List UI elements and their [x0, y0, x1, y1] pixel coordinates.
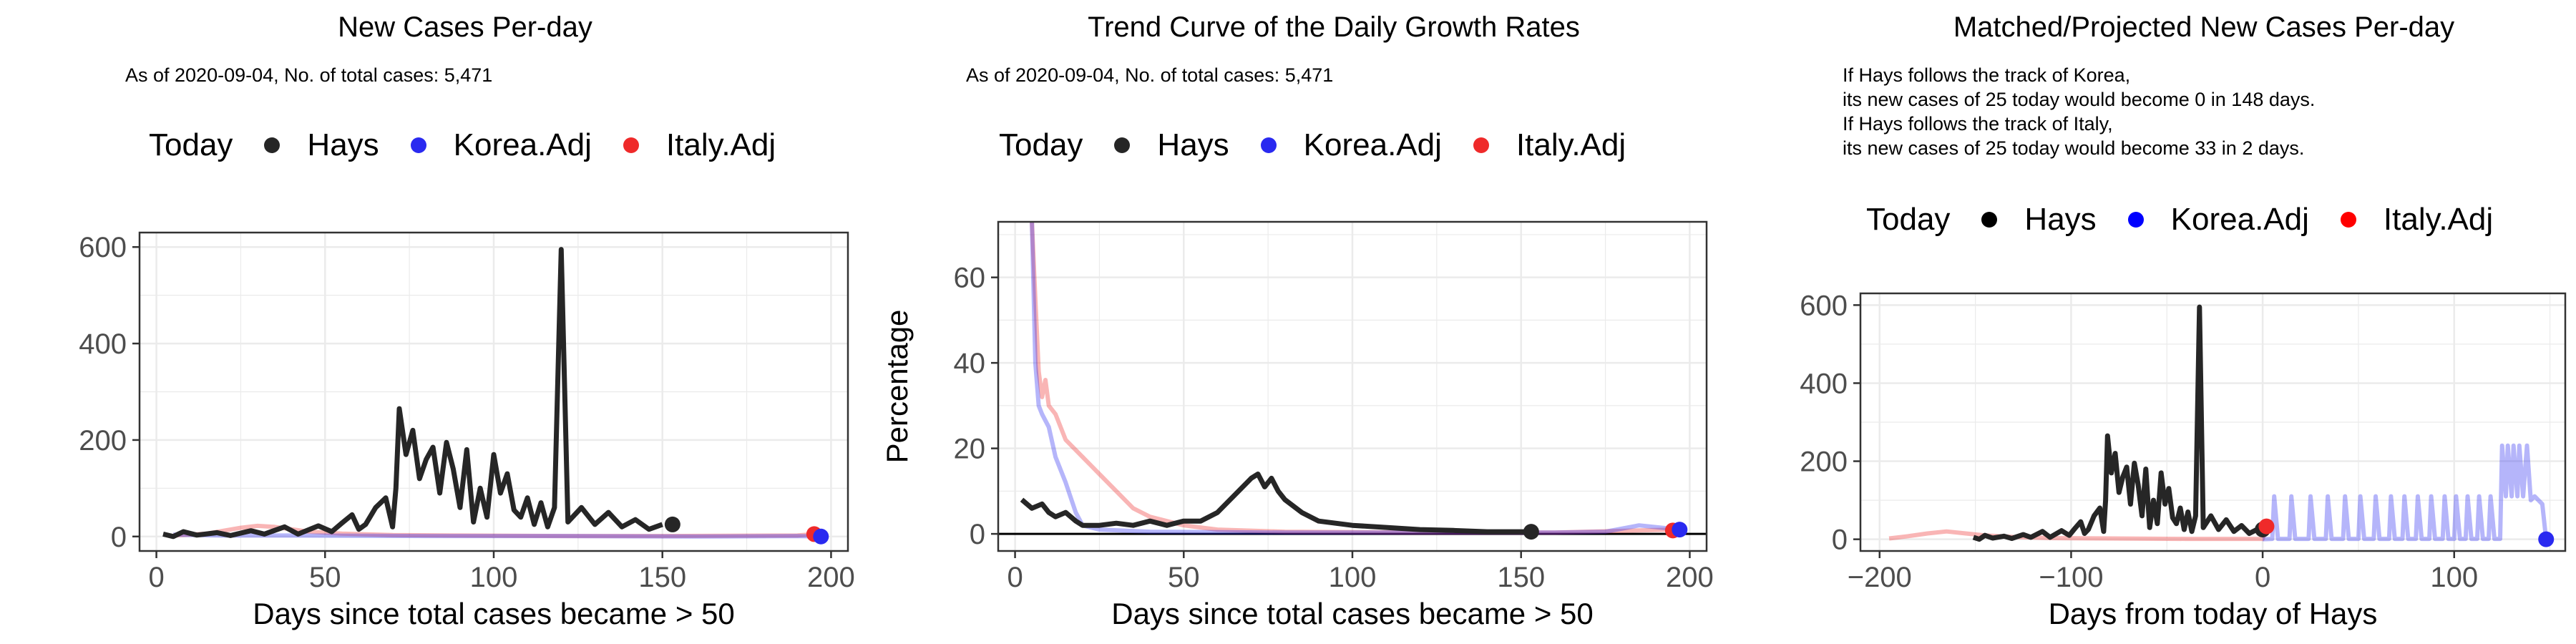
x-axis-label: Days since total cases became > 50 — [253, 597, 735, 630]
chart-projected-cases: −200 −100 0 100 0 200 400 600 Days from today of… — [1800, 290, 2567, 630]
chart-subtitle-line-2: its new cases of 25 today would become 0… — [1843, 89, 2316, 110]
x-tick-label: −200 — [1848, 562, 1912, 593]
y-tick-label: 40 — [954, 348, 986, 379]
chart-subtitle-line-4: its new cases of 25 today would become 3… — [1843, 137, 2305, 159]
legend: Today Hays Korea.Adj Italy.Adj — [999, 127, 1626, 163]
legend-label-italy: Italy.Adj — [1516, 127, 1626, 162]
chart-title: New Cases Per-day — [338, 11, 592, 43]
series-group — [1888, 304, 2549, 542]
series-line-italy-adj — [172, 523, 815, 539]
x-tick-label: 150 — [638, 562, 686, 593]
x-tick-label: −100 — [2039, 562, 2103, 593]
panel-new-cases: New Cases Per-day As of 2020-09-04, No. … — [0, 0, 859, 644]
y-tick-label: 400 — [79, 328, 127, 360]
x-tick-label: 50 — [1168, 562, 1200, 593]
legend: Today Hays Korea.Adj Italy.Adj — [1866, 202, 2493, 238]
endpoint-dot-korea-adj — [2538, 531, 2555, 547]
chart-new-cases: 0 50 100 150 200 0 200 400 600 Days since total c… — [79, 231, 855, 630]
y-tick-label: 200 — [79, 425, 127, 457]
x-tick-label: 0 — [2255, 562, 2270, 593]
y-tick-label: 400 — [1800, 368, 1848, 399]
chart-title: Matched/Projected New Cases Per-day — [1953, 11, 2455, 43]
legend-label-korea: Korea.Adj — [1303, 127, 1442, 162]
legend-dot-italy — [2340, 212, 2356, 228]
chart-growth-rates: 0 50 100 150 200 0 20 40 60 Days since total case… — [880, 220, 1714, 630]
x-tick-label: 200 — [1666, 562, 1714, 593]
y-tick-label: 60 — [954, 263, 986, 294]
legend-label-hays: Hays — [2024, 202, 2097, 237]
plot-border — [1859, 292, 2567, 552]
legend-label-korea: Korea.Adj — [453, 127, 592, 162]
panel-growth-rates: Trend Curve of the Daily Growth Rates As… — [859, 0, 1717, 644]
chart-subtitle-line-1: If Hays follows the track of Korea, — [1843, 64, 2131, 86]
x-tick-label: 100 — [470, 562, 518, 593]
y-tick-label: 600 — [79, 232, 127, 263]
series-group — [162, 247, 821, 540]
chart-subtitle: As of 2020-09-04, No. of total cases: 5,… — [966, 64, 1334, 86]
x-axis-label: Days since total cases became > 50 — [1111, 597, 1594, 630]
y-axis-label: Percentage — [880, 310, 914, 464]
legend-label-italy: Italy.Adj — [665, 127, 776, 162]
x-tick-label: 100 — [1329, 562, 1377, 593]
legend-label-hays: Hays — [307, 127, 379, 162]
series-group — [1020, 222, 1680, 535]
legend-dot-korea — [2127, 212, 2144, 228]
endpoint-dot-korea-adj — [1672, 522, 1688, 538]
legend-dot-hays — [1114, 137, 1131, 153]
endpoint-dot-hays — [664, 516, 680, 532]
y-tick-label: 20 — [954, 434, 986, 465]
legend-title: Today — [149, 127, 233, 162]
x-tick-label: 200 — [807, 562, 855, 593]
series-line-hays — [162, 247, 663, 540]
chart-title: Trend Curve of the Daily Growth Rates — [1088, 11, 1580, 43]
legend-label-hays: Hays — [1157, 127, 1229, 162]
endpoint-dot-korea-adj — [813, 528, 829, 545]
x-tick-label: 50 — [309, 562, 341, 593]
x-tick-label: 100 — [2430, 562, 2478, 593]
y-tick-label: 0 — [111, 522, 127, 553]
endpoint-dot-hays — [1523, 524, 1539, 540]
y-tick-label: 200 — [1800, 447, 1848, 478]
series-line-korea-adj — [2262, 443, 2549, 542]
series-line-korea-adj — [1030, 222, 1680, 535]
legend-title: Today — [1866, 202, 1951, 237]
y-tick-label: 0 — [1832, 525, 1848, 556]
legend-label-italy: Italy.Adj — [2383, 202, 2494, 237]
legend-dot-korea — [1260, 137, 1277, 153]
series-line-hays — [1972, 304, 2263, 542]
legend-dot-korea — [410, 137, 426, 153]
series-line-korea-adj — [173, 532, 821, 539]
y-tick-label: 0 — [970, 519, 985, 550]
legend-dot-italy — [1473, 137, 1489, 153]
y-tick-label: 600 — [1800, 290, 1848, 321]
legend-label-korea: Korea.Adj — [2170, 202, 2309, 237]
x-tick-label: 0 — [1007, 562, 1023, 593]
endpoint-dot-italy-adj — [2258, 518, 2275, 535]
legend-dot-hays — [1981, 212, 1998, 228]
chart-subtitle: As of 2020-09-04, No. of total cases: 5,… — [125, 64, 493, 86]
legend-dot-hays — [264, 137, 280, 153]
x-axis-label: Days from today of Hays — [2049, 597, 2378, 630]
x-tick-label: 0 — [148, 562, 164, 593]
series-line-hays — [1020, 472, 1531, 535]
legend-title: Today — [999, 127, 1083, 162]
chart-subtitle-line-3: If Hays follows the track of Italy, — [1843, 113, 2113, 135]
series-line-italy-adj — [1030, 222, 1673, 535]
x-tick-label: 150 — [1497, 562, 1545, 593]
legend: Today Hays Korea.Adj Italy.Adj — [149, 127, 776, 163]
panel-projected-cases: Matched/Projected New Cases Per-day If H… — [1717, 0, 2576, 644]
legend-dot-italy — [623, 137, 639, 153]
